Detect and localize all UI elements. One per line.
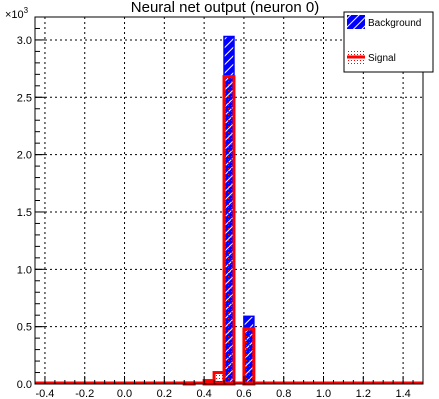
signal-bin-bar: [242, 327, 256, 386]
y-tick-label: 3.0: [17, 35, 32, 47]
x-tick-label: -0.4: [35, 388, 54, 399]
x-tick-label: 1.2: [356, 388, 371, 399]
y-tick-label: 2.0: [17, 150, 32, 162]
x-tick-label: 0.0: [117, 388, 132, 399]
x-tick-label: -0.2: [75, 388, 94, 399]
y-tick-label: 2.5: [17, 92, 32, 104]
grid: [35, 17, 423, 384]
x-tick-label: 0.4: [196, 388, 211, 399]
x-tick-label: 1.0: [316, 388, 331, 399]
x-tick-label: 1.4: [395, 388, 410, 399]
y-tick-label: 1.0: [17, 264, 32, 276]
x-tick-label: 0.8: [276, 388, 291, 399]
x-tick-label: 0.6: [236, 388, 251, 399]
y-tick-label: 1.5: [17, 207, 32, 219]
signal-bin-bar: [222, 75, 236, 386]
x-tick-label: 0.2: [157, 388, 172, 399]
axes: -0.4 -0.2 0.0 0.2 0.4 0.6 0.8 1.0 1.2 1.4 0.0 0.5 1.…: [17, 16, 424, 399]
y-tick-label: 0.0: [17, 379, 32, 391]
legend-swatch-background: [347, 15, 365, 29]
y-exponent-label: ×103: [5, 6, 29, 21]
legend: Background Signal: [343, 11, 434, 73]
y-tick-label: 0.5: [17, 322, 32, 334]
chart-title: Neural net output (neuron 0): [131, 0, 319, 16]
legend-label-background: Background: [368, 18, 421, 29]
legend-label-signal: Signal: [368, 53, 396, 64]
